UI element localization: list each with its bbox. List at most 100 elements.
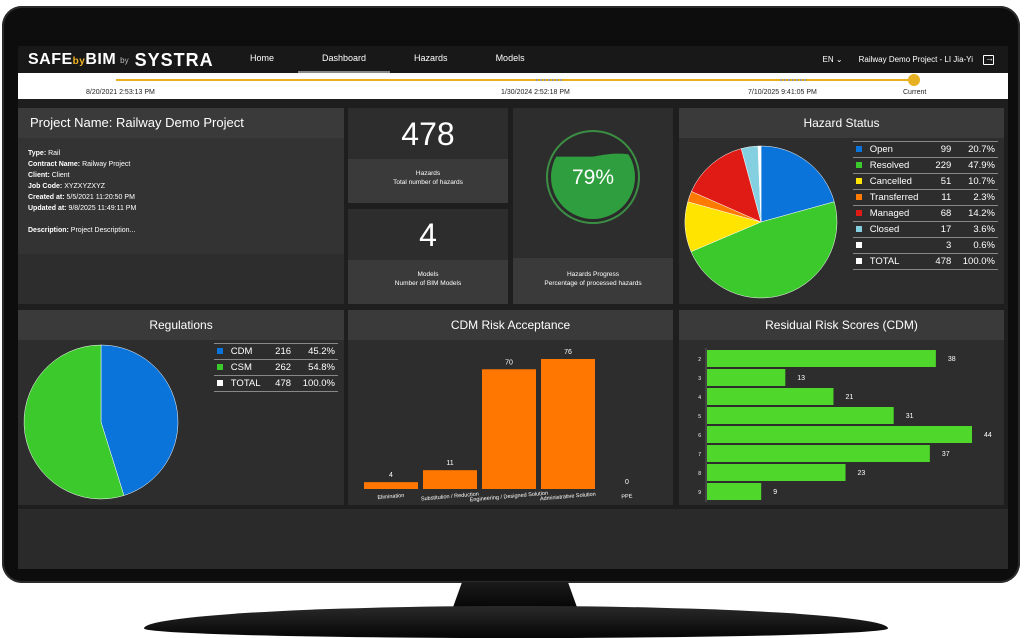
legend-swatch [853,141,867,158]
tab-hazards[interactable]: Hazards [414,53,448,63]
legend-label: Transferred [866,189,930,206]
legend-swatch [853,253,867,270]
models-count: 4 [419,217,437,253]
hazard-status-legend-row[interactable]: Cancelled 51 10.7% [853,173,998,190]
project-title: Project Name: Railway Demo Project [18,108,344,138]
residual-category-label: 4 [698,395,701,401]
cdm-bar[interactable] [423,470,477,489]
timeline-label: 8/20/2021 2:53:13 PM [86,89,155,96]
progress-value: 79% [572,166,614,189]
hazard-status-legend-row[interactable]: Open 99 20.7% [853,141,998,158]
timeline-current-handle[interactable] [908,74,920,86]
legend-label: Cancelled [866,173,930,190]
cdm-bar[interactable] [482,369,536,489]
regulations-panel: Regulations CDM 216 45.2% CSM 262 54.8% TOTAL 4… [18,310,344,505]
cdm-bar[interactable] [364,482,418,489]
hazard-status-slice[interactable] [691,148,762,223]
legend-count: 478 [268,375,295,392]
legend-count: 17 [929,221,955,238]
nav-tabs: Home Dashboard Hazards Models [226,46,549,73]
cdm-category-label: Engineering / Designed Solution [470,491,549,504]
hazard-status-slice[interactable] [757,145,762,223]
legend-count: 51 [929,173,955,190]
residual-bar[interactable] [707,388,834,405]
progress-gauge: 79% [546,130,640,224]
legend-percent: 45.2% [294,343,338,360]
residual-bar-value: 23 [858,470,866,477]
timeline-marker[interactable] [780,79,808,81]
legend-label: CSM [227,359,269,376]
project-timeline: 8/20/2021 2:53:13 PM 1/30/2024 2:52:18 P… [18,73,1008,99]
residual-bar[interactable] [707,483,762,500]
top-navbar: SAFEbyBIM by SYSTRA Home Dashboard Hazar… [18,46,1008,73]
legend-label: TOTAL [227,375,269,392]
hazard-status-slice[interactable] [760,145,835,223]
residual-category-label: 7 [698,452,701,458]
regulations-legend-row[interactable]: CDM 216 45.2% [214,343,338,360]
cdm-bar-value: 4 [389,472,393,479]
language-selector[interactable]: EN ⌄ [822,55,843,64]
residual-bar[interactable] [707,407,894,424]
regulations-slice[interactable] [23,344,125,500]
regulations-legend: CDM 216 45.2% CSM 262 54.8% TOTAL 478 100.0% [214,343,338,392]
legend-percent: 10.7% [954,173,998,190]
residual-bar-value: 21 [845,394,853,401]
hazard-status-slice[interactable] [690,201,838,299]
hazard-status-legend: Open 99 20.7% Resolved 229 47.9% Cancelled 51 10… [853,141,998,270]
residual-bar[interactable] [707,464,846,481]
legend-swatch [214,375,228,392]
project-user-label: Railway Demo Project - LI Jia-Yi [858,55,973,64]
residual-bar[interactable] [707,445,930,462]
regulations-legend-row[interactable]: CSM 262 54.8% [214,359,338,376]
logout-icon[interactable] [983,53,994,65]
cdm-risk-acceptance-chart: 4 Elimination 11 Substitution / Reduction 70… [364,349,633,504]
hazard-status-pie [684,145,838,299]
legend-label: Closed [866,221,930,238]
hazard-status-legend-row[interactable]: TOTAL 478 100.0% [853,253,998,270]
tab-models[interactable]: Models [495,53,525,63]
hazard-status-legend-row[interactable]: Closed 17 3.6% [853,221,998,238]
app-logo[interactable]: SAFEbyBIM by SYSTRA [28,50,214,70]
residual-bar-value: 38 [948,356,956,363]
progress-wave [551,153,635,163]
cdm-bar-value: 70 [505,359,513,366]
models-count-card[interactable]: 4 Models Number of BIM Models [348,209,508,304]
timeline-track[interactable] [116,79,914,81]
residual-bar-value: 9 [773,489,777,496]
monitor-frame: SAFEbyBIM by SYSTRA Home Dashboard Hazar… [2,6,1020,583]
cdm-category-label: Substitution / Reduction [421,491,479,502]
logo-safebybim: SAFEbyBIM [28,51,117,68]
hazard-status-legend-row[interactable]: Managed 68 14.2% [853,205,998,222]
legend-count: 11 [929,189,955,206]
legend-percent: 3.6% [954,221,998,238]
residual-category-label: 2 [698,357,701,363]
legend-label: CDM [227,343,269,360]
logo-systra: SYSTRA [134,49,214,70]
legend-percent: 2.3% [954,189,998,206]
hazards-count-card[interactable]: 478 Hazards Total number of hazards [348,108,508,203]
hazard-status-legend-row[interactable]: Transferred 11 2.3% [853,189,998,206]
cdm-category-label: Administrative Solution [540,492,596,503]
regulations-pie [23,344,179,500]
regulations-slice[interactable] [100,344,179,496]
hazard-status-legend-row[interactable]: Resolved 229 47.9% [853,157,998,174]
project-field: Job Code: XYZXYZXYZ [28,183,106,190]
models-card-footer: Models Number of BIM Models [348,260,508,304]
legend-percent: 100.0% [294,375,338,392]
residual-bar[interactable] [707,350,936,367]
residual-bar[interactable] [707,369,786,386]
hazard-status-legend-row[interactable]: 3 0.6% [853,237,998,254]
timeline-marker[interactable] [536,79,564,81]
tab-dashboard[interactable]: Dashboard [298,46,391,73]
residual-bar[interactable] [707,426,972,443]
legend-label: Resolved [866,157,930,174]
tab-home[interactable]: Home [250,53,275,63]
project-field: Updated at: 9/8/2025 11:49:11 PM [28,205,137,212]
hazards-progress-card[interactable]: 79% Hazards Progress Percentage of proce… [513,108,673,304]
legend-swatch [853,205,867,222]
regulations-legend-row[interactable]: TOTAL 478 100.0% [214,375,338,392]
progress-card-subtitle: Percentage of processed hazards [544,280,642,287]
cdm-bar[interactable] [541,359,595,489]
residual-category-label: 8 [698,471,701,477]
residual-risk-title: Residual Risk Scores (CDM) [679,310,1004,340]
